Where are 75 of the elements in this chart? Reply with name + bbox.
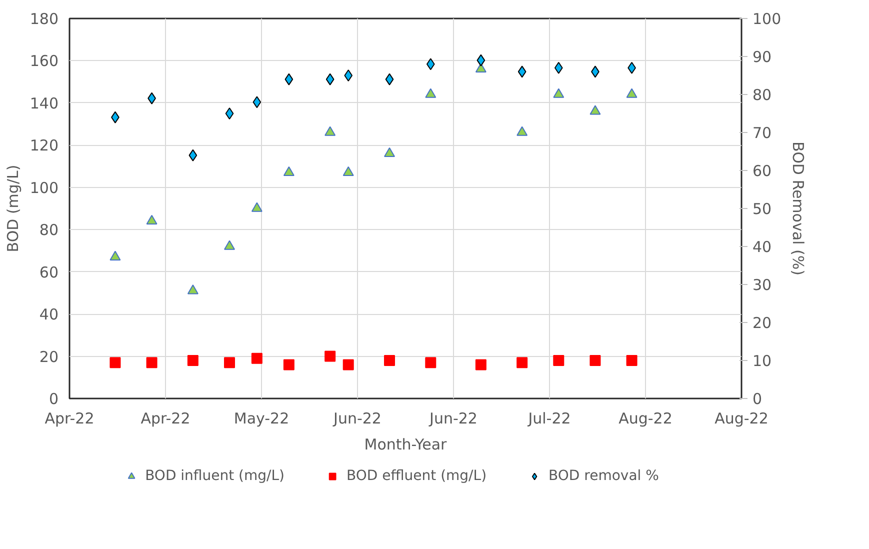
y2-tick-label: 0 xyxy=(752,390,762,408)
point xyxy=(385,73,394,86)
x-tick-label: May-22 xyxy=(234,410,290,428)
y2-tick-label: 70 xyxy=(752,124,772,142)
point xyxy=(224,357,235,368)
point xyxy=(342,166,354,176)
y2-tick-label: 80 xyxy=(752,86,772,104)
y-tick-label: 20 xyxy=(39,348,59,366)
point xyxy=(225,108,234,120)
y2-tick-label: 30 xyxy=(752,276,772,294)
legend-label: BOD influent (mg/L) xyxy=(145,468,285,484)
y-tick-label: 100 xyxy=(30,178,59,197)
point xyxy=(283,359,294,370)
x-axis-title: Month-Year xyxy=(364,436,448,454)
point xyxy=(284,73,294,86)
x-tick-label: Jun-22 xyxy=(428,410,478,428)
point xyxy=(224,240,235,250)
x-tick-label: Jun-22 xyxy=(332,410,382,428)
point xyxy=(251,202,262,212)
y2-tick-label: 20 xyxy=(752,314,772,332)
point xyxy=(342,359,354,370)
legend-label: BOD effluent (mg/L) xyxy=(346,468,487,484)
point xyxy=(146,214,158,225)
y-tick-label: 80 xyxy=(39,221,59,240)
y2-tick-label: 40 xyxy=(752,238,772,256)
y2-tick-label: 10 xyxy=(752,352,772,370)
x-tick-label: Apr-22 xyxy=(140,410,190,428)
point xyxy=(187,355,198,366)
point xyxy=(554,62,563,74)
point xyxy=(590,355,601,366)
point xyxy=(252,96,262,108)
point xyxy=(251,352,262,364)
y2-tick-label: 60 xyxy=(752,162,772,180)
y-tick-label: 60 xyxy=(39,263,59,282)
y2-tick-label: 100 xyxy=(752,10,782,28)
point xyxy=(475,359,486,370)
point xyxy=(324,350,336,362)
y-tick-label: 140 xyxy=(30,94,59,112)
x-tick-label: Aug-22 xyxy=(714,410,768,428)
point xyxy=(283,166,294,176)
x-tick-label: Apr-22 xyxy=(44,410,94,428)
y2-tick-label: 50 xyxy=(752,200,772,218)
y2-tick-label: 90 xyxy=(752,48,772,66)
point xyxy=(146,357,158,368)
point xyxy=(516,357,528,368)
point xyxy=(553,355,564,366)
y-tick-label: 160 xyxy=(30,52,59,70)
legend-label: BOD removal % xyxy=(548,468,659,484)
point xyxy=(110,250,121,260)
point xyxy=(425,88,436,98)
y-tick-label: 180 xyxy=(30,10,59,28)
point xyxy=(590,105,601,115)
point xyxy=(518,66,526,78)
point xyxy=(324,126,336,136)
point xyxy=(516,126,528,136)
y-tick-label: 40 xyxy=(39,306,59,324)
x-tick-label: Aug-22 xyxy=(618,410,672,428)
point xyxy=(188,149,198,162)
point xyxy=(326,73,334,86)
y-tick-label: 120 xyxy=(30,136,59,155)
point xyxy=(626,355,638,366)
point xyxy=(476,54,486,66)
y-tick-label: 0 xyxy=(48,390,59,408)
point xyxy=(187,284,198,294)
point xyxy=(425,357,436,368)
y2-axis-title: BOD Removal (%) xyxy=(789,142,808,276)
point xyxy=(426,58,435,70)
point xyxy=(110,357,121,368)
y-axis-title: BOD (mg/L) xyxy=(4,164,22,252)
point xyxy=(384,355,395,366)
x-tick-label: Jul-22 xyxy=(527,410,571,428)
point xyxy=(384,147,395,157)
point xyxy=(553,88,564,98)
point xyxy=(344,70,353,82)
point xyxy=(626,88,638,98)
